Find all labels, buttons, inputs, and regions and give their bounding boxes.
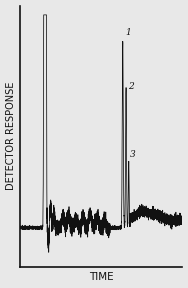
X-axis label: TIME: TIME (89, 272, 113, 283)
Y-axis label: DETECTOR RESPONSE: DETECTOR RESPONSE (6, 82, 16, 190)
Text: 2: 2 (128, 82, 134, 91)
Text: 3: 3 (130, 150, 136, 159)
Text: 1: 1 (125, 28, 131, 37)
